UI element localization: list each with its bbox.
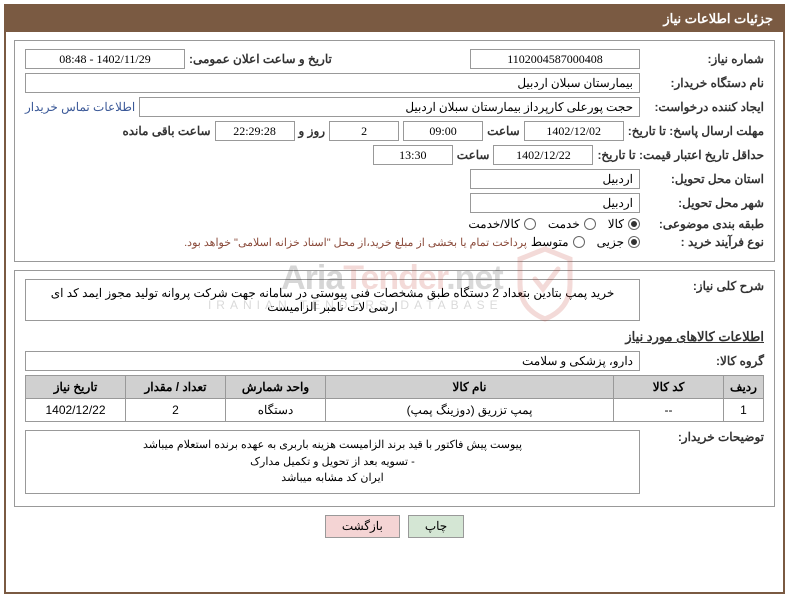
buyer-note-2: - تسویه بعد از تحویل و تکمیل مدارک xyxy=(36,454,629,471)
th-qty: تعداد / مقدار xyxy=(126,376,226,399)
valid-time-field[interactable]: 13:30 xyxy=(373,145,453,165)
valid-label: حداقل تاریخ اعتبار قیمت: تا تاریخ: xyxy=(597,148,764,162)
buyer-notes-label: توضیحات خریدار: xyxy=(644,430,764,444)
radio-small-label: جزیی xyxy=(597,235,624,249)
radio-goods[interactable] xyxy=(628,218,640,230)
deadline-date-field[interactable]: 1402/12/02 xyxy=(524,121,624,141)
process-label: نوع فرآیند خرید : xyxy=(644,235,764,249)
category-label: طبقه بندی موضوعی: xyxy=(644,217,764,231)
table-row[interactable]: 1 -- پمپ تزریق (دوزینگ پمپ) دستگاه 2 140… xyxy=(26,399,764,422)
items-section-title: اطلاعات کالاهای مورد نیاز xyxy=(25,329,764,345)
items-table: ردیف کد کالا نام کالا واحد شمارش تعداد /… xyxy=(25,375,764,422)
cell-unit: دستگاه xyxy=(226,399,326,422)
announce-field[interactable]: 1402/11/29 - 08:48 xyxy=(25,49,185,69)
print-button[interactable]: چاپ xyxy=(408,515,464,538)
cell-name: پمپ تزریق (دوزینگ پمپ) xyxy=(326,399,614,422)
province-field[interactable]: اردبیل xyxy=(470,169,640,189)
page-title: جزئیات اطلاعات نیاز xyxy=(663,11,773,26)
requester-field[interactable]: حجت پورعلی کارپرداز بیمارستان سبلان اردب… xyxy=(139,97,640,117)
th-code: کد کالا xyxy=(614,376,724,399)
desc-label: شرح کلی نیاز: xyxy=(644,279,764,293)
requester-label: ایجاد کننده درخواست: xyxy=(644,100,764,114)
time-remaining-field: 22:29:28 xyxy=(215,121,295,141)
cell-date: 1402/12/22 xyxy=(26,399,126,422)
buyer-org-field[interactable]: بیمارستان سبلان اردبیل xyxy=(25,73,640,93)
radio-both[interactable] xyxy=(524,218,536,230)
radio-goods-label: کالا xyxy=(608,217,624,231)
radio-small[interactable] xyxy=(628,236,640,248)
radio-medium-label: متوسط xyxy=(531,235,569,249)
th-row: ردیف xyxy=(724,376,764,399)
days-remaining-field: 2 xyxy=(329,121,399,141)
group-label: گروه کالا: xyxy=(644,354,764,368)
deadline-label: مهلت ارسال پاسخ: تا تاریخ: xyxy=(628,124,764,138)
contact-link[interactable]: اطلاعات تماس خریدار xyxy=(25,100,135,114)
page-header: جزئیات اطلاعات نیاز xyxy=(6,6,783,32)
valid-date-field[interactable]: 1402/12/22 xyxy=(493,145,593,165)
group-field[interactable]: دارو، پزشکی و سلامت xyxy=(25,351,640,371)
desc-text: خرید پمپ بتادین بتعداد 2 دستگاه طبق مشخص… xyxy=(25,279,640,321)
city-label: شهر محل تحویل: xyxy=(644,196,764,210)
th-unit: واحد شمارش xyxy=(226,376,326,399)
radio-medium[interactable] xyxy=(573,236,585,248)
deadline-time-field[interactable]: 09:00 xyxy=(403,121,483,141)
province-label: استان محل تحویل: xyxy=(644,172,764,186)
main-form-section: شماره نیاز: 1102004587000408 تاریخ و ساع… xyxy=(14,40,775,262)
time-label-2: ساعت xyxy=(457,148,490,162)
back-button[interactable]: بازگشت xyxy=(325,515,400,538)
radio-service[interactable] xyxy=(584,218,596,230)
buyer-notes-box: پیوست پیش فاکتور با قید برند الزامیست هز… xyxy=(25,430,640,494)
description-section: شرح کلی نیاز: خرید پمپ بتادین بتعداد 2 د… xyxy=(14,270,775,507)
cell-row: 1 xyxy=(724,399,764,422)
buyer-note-3: ایران کد مشابه میباشد xyxy=(36,470,629,487)
cell-qty: 2 xyxy=(126,399,226,422)
days-word: روز و xyxy=(299,124,326,138)
th-date: تاریخ نیاز xyxy=(26,376,126,399)
need-number-label: شماره نیاز: xyxy=(644,52,764,66)
th-name: نام کالا xyxy=(326,376,614,399)
buyer-note-1: پیوست پیش فاکتور با قید برند الزامیست هز… xyxy=(36,437,629,454)
process-note: پرداخت تمام یا بخشی از مبلغ خرید،از محل … xyxy=(184,236,527,249)
city-field[interactable]: اردبیل xyxy=(470,193,640,213)
time-label-1: ساعت xyxy=(487,124,520,138)
remaining-text: ساعت باقی مانده xyxy=(122,124,210,138)
need-number-field[interactable]: 1102004587000408 xyxy=(470,49,640,69)
radio-service-label: خدمت xyxy=(548,217,580,231)
cell-code: -- xyxy=(614,399,724,422)
buyer-org-label: نام دستگاه خریدار: xyxy=(644,76,764,90)
radio-both-label: کالا/خدمت xyxy=(468,217,519,231)
announce-label: تاریخ و ساعت اعلان عمومی: xyxy=(189,52,332,66)
